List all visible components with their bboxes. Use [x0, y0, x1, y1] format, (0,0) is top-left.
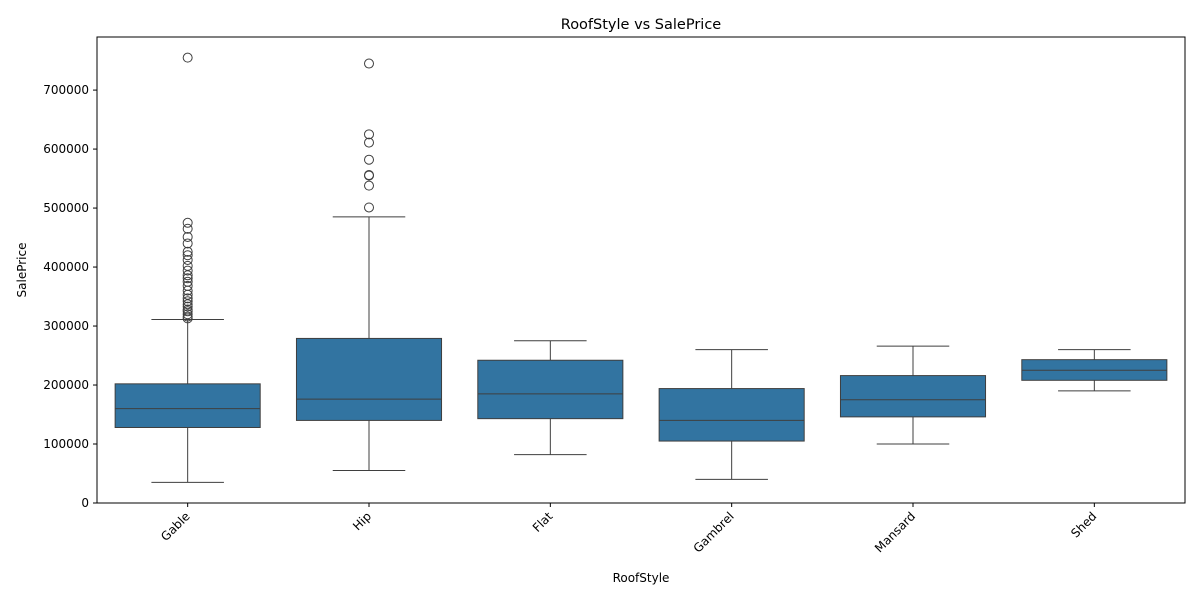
- outlier-point: [182, 313, 193, 324]
- outlier-point: [182, 246, 193, 257]
- iqr-box: [295, 337, 443, 421]
- outlier-point: [182, 306, 193, 317]
- outlier-point: [364, 180, 374, 191]
- outlier-point: [182, 301, 193, 312]
- outlier-point: [182, 309, 193, 320]
- outlier-point: [182, 223, 193, 234]
- y-tick-label: 200000: [43, 378, 89, 392]
- outlier-point: [182, 238, 193, 249]
- outlier-point: [182, 273, 193, 284]
- box-group-flat: [477, 340, 624, 456]
- outlier-point: [182, 296, 193, 307]
- y-tick-label: 500000: [43, 201, 89, 215]
- plot-area: [114, 52, 1168, 483]
- iqr-box: [839, 375, 987, 418]
- box-group-shed: [1021, 349, 1168, 392]
- outlier-point: [364, 202, 374, 213]
- outlier-point: [182, 265, 193, 276]
- y-tick-label: 300000: [43, 319, 89, 333]
- outlier-point: [364, 129, 374, 140]
- iqr-box: [114, 383, 261, 428]
- outlier-point: [364, 137, 374, 148]
- box-group-mansard: [839, 345, 987, 445]
- box-group-gambrel: [658, 349, 805, 480]
- plot-frame: [96, 36, 1186, 504]
- chart-title: RoofStyle vs SalePrice: [561, 17, 722, 33]
- y-tick-label: 400000: [43, 260, 89, 274]
- y-axis-title: SalePrice: [15, 243, 29, 298]
- y-tick-label: 0: [81, 496, 89, 510]
- outlier-point: [182, 270, 193, 281]
- outlier-point: [182, 254, 193, 265]
- box-group-hip: [295, 58, 443, 472]
- outlier-point: [182, 293, 193, 304]
- outlier-point: [182, 299, 193, 310]
- outlier-point: [182, 231, 193, 242]
- y-tick-label: 600000: [43, 142, 89, 156]
- outlier-point: [364, 154, 374, 165]
- iqr-box: [477, 359, 624, 420]
- outlier-point: [182, 285, 193, 296]
- outlier-point: [364, 170, 374, 181]
- y-tick-label: 100000: [43, 437, 89, 451]
- outlier-point: [182, 52, 193, 63]
- x-axis-title: RoofStyle: [613, 571, 670, 585]
- iqr-box: [658, 388, 805, 442]
- outlier-point: [182, 250, 193, 261]
- box-group-gable: [114, 52, 261, 483]
- outlier-point: [364, 58, 374, 69]
- y-tick-label: 700000: [43, 83, 89, 97]
- outlier-point: [182, 217, 193, 228]
